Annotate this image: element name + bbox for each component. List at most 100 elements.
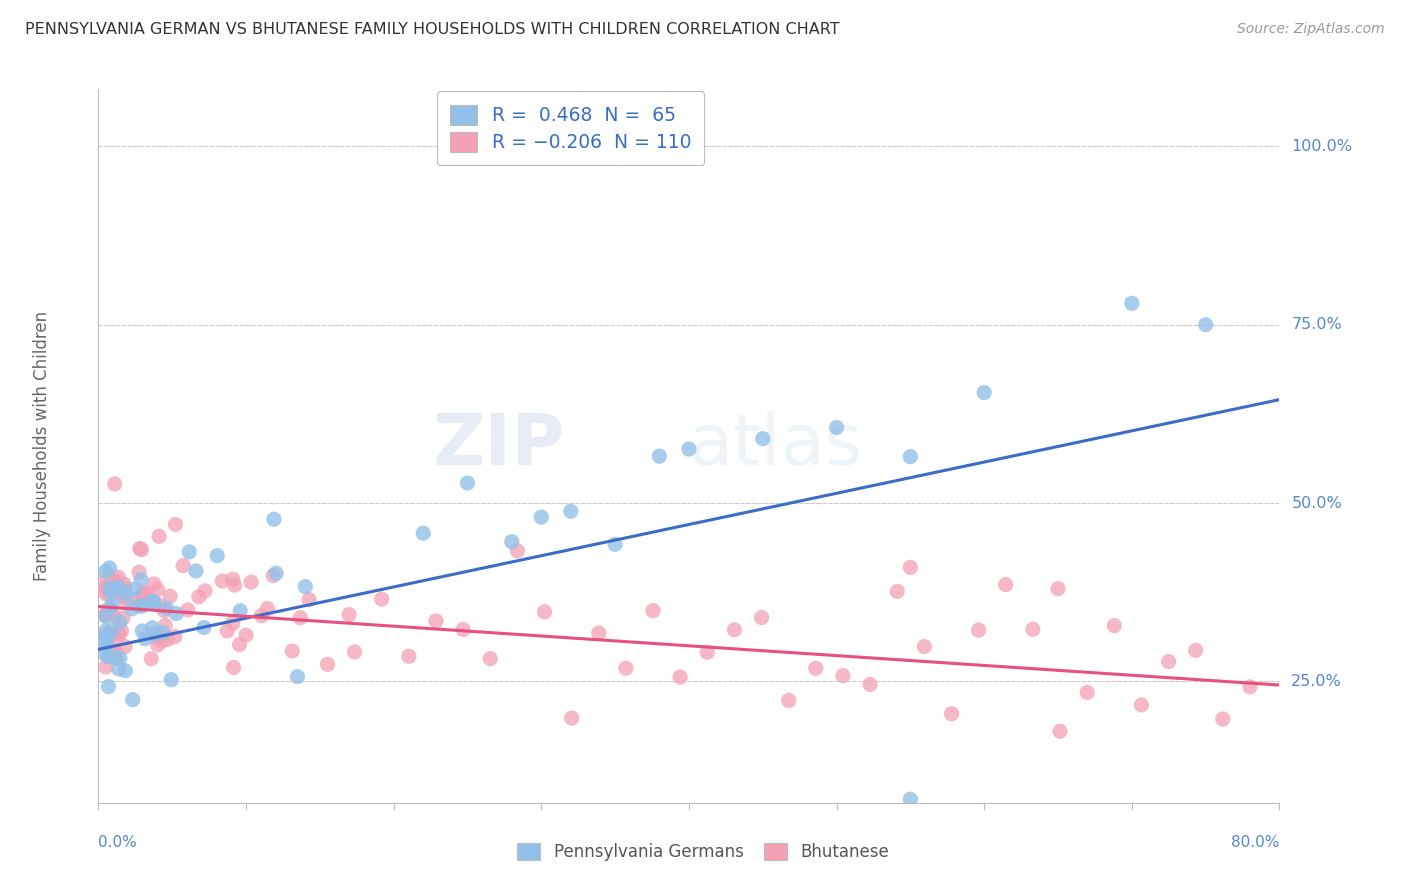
Point [900, 792, 922, 806]
Point [94, 648, 117, 662]
Point [177, 603, 200, 617]
Point [114, 664, 136, 678]
Point [148, 529, 170, 543]
Text: Family Households with Children: Family Households with Children [32, 311, 51, 581]
Point [294, 580, 316, 594]
Point [146, 582, 169, 597]
Point [104, 574, 127, 588]
Point [160, 673, 183, 687]
Point [100, 600, 122, 615]
Point [614, 661, 637, 675]
Point [129, 573, 152, 587]
Point [141, 621, 163, 635]
Point [100, 603, 122, 617]
Point [97, 578, 120, 592]
Point [973, 385, 995, 400]
Point [131, 599, 153, 613]
Point [97, 649, 120, 664]
Point [94, 627, 117, 641]
Point [264, 566, 287, 581]
Point [132, 587, 155, 601]
Point [262, 568, 284, 582]
Point [1239, 680, 1261, 694]
Point [425, 614, 447, 628]
Point [94, 607, 117, 622]
Point [107, 580, 129, 594]
Point [479, 651, 502, 665]
Point [108, 615, 131, 629]
Text: 50.0%: 50.0% [1291, 496, 1341, 510]
Text: PENNSYLVANIA GERMAN VS BHUTANESE FAMILY HOUSEHOLDS WITH CHILDREN CORRELATION CHA: PENNSYLVANIA GERMAN VS BHUTANESE FAMILY … [25, 22, 839, 37]
Point [832, 668, 855, 682]
Point [104, 627, 127, 641]
Point [131, 542, 153, 557]
Point [114, 640, 136, 654]
Point [561, 711, 583, 725]
Point [298, 592, 321, 607]
Point [103, 640, 125, 655]
Point [94, 660, 117, 674]
Point [398, 649, 420, 664]
Point [825, 420, 848, 434]
Point [804, 661, 827, 675]
Point [194, 583, 217, 598]
Point [859, 677, 882, 691]
Point [121, 692, 143, 706]
Point [155, 601, 177, 615]
Point [778, 693, 800, 707]
Point [124, 582, 146, 597]
Point [134, 632, 156, 646]
Point [533, 605, 555, 619]
Point [179, 545, 201, 559]
Point [205, 549, 228, 563]
Point [96, 629, 118, 643]
Point [224, 578, 246, 592]
Point [114, 582, 136, 596]
Point [994, 577, 1017, 591]
Point [588, 626, 610, 640]
Point [605, 537, 627, 551]
Point [97, 680, 120, 694]
Point [457, 476, 479, 491]
Point [94, 640, 117, 655]
Point [1049, 724, 1071, 739]
Point [128, 541, 150, 556]
Point [412, 526, 434, 541]
Point [240, 575, 263, 590]
Point [108, 627, 131, 641]
Point [107, 625, 129, 640]
Point [132, 586, 155, 600]
Point [94, 634, 117, 648]
Point [143, 577, 166, 591]
Point [501, 534, 523, 549]
Point [290, 610, 312, 624]
Point [98, 581, 121, 595]
Point [146, 638, 169, 652]
Point [222, 660, 245, 674]
Point [127, 591, 149, 606]
Point [1104, 618, 1126, 632]
Point [141, 652, 163, 666]
Point [131, 624, 153, 638]
Point [155, 618, 177, 632]
Point [211, 574, 233, 588]
Point [912, 640, 935, 654]
Point [94, 573, 117, 587]
Point [723, 623, 745, 637]
Point [560, 504, 582, 518]
Point [96, 637, 118, 651]
Point [94, 565, 117, 579]
Point [900, 560, 922, 574]
Text: ZIP: ZIP [433, 411, 565, 481]
Legend: R =  0.468  N =  65, R = −0.206  N = 110: R = 0.468 N = 65, R = −0.206 N = 110 [437, 92, 704, 165]
Point [1022, 622, 1045, 636]
Point [1130, 698, 1153, 712]
Text: 75.0%: 75.0% [1291, 318, 1341, 332]
Point [108, 662, 131, 676]
Point [696, 645, 718, 659]
Legend: Pennsylvania Germans, Bhutanese: Pennsylvania Germans, Bhutanese [510, 836, 896, 868]
Point [94, 609, 117, 624]
Point [110, 624, 132, 638]
Point [112, 577, 135, 591]
Point [217, 624, 239, 638]
